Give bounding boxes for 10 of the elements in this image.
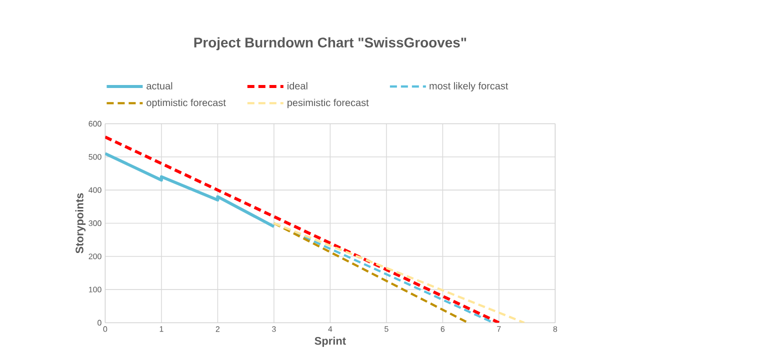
legend-label: pesimistic forecast — [288, 98, 369, 108]
x-axis-title: Sprint — [314, 336, 346, 347]
legend-label: actual — [146, 82, 172, 90]
legend-label: ideal — [288, 82, 308, 90]
line-series — [105, 152, 276, 228]
y-axis-title: Storypoints — [75, 193, 86, 254]
chart-title: Project Burndown Chart "SwissGrooves" — [194, 37, 466, 50]
legend-label: most likely forcast — [430, 82, 508, 92]
line-series — [105, 135, 500, 323]
legend-label: optimistic forecast — [146, 98, 226, 108]
